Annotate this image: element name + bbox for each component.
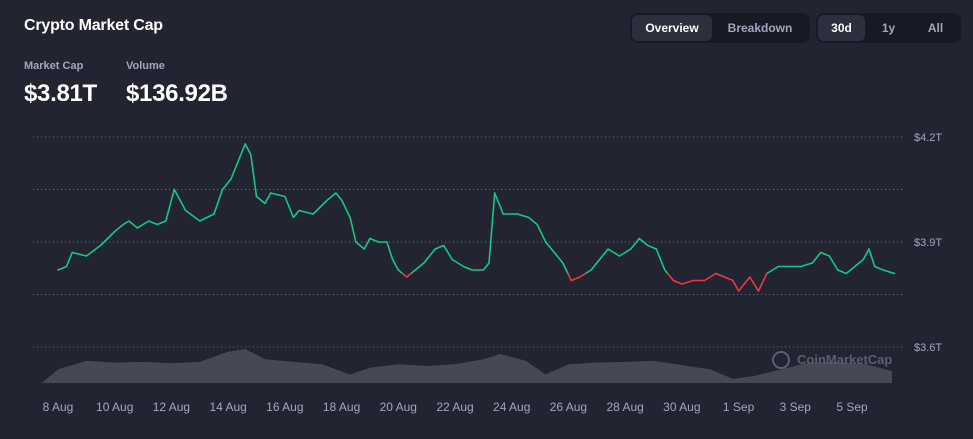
range-30d-button[interactable]: 30d — [818, 15, 865, 41]
price-line-down — [401, 272, 768, 292]
watermark-logo-icon — [772, 351, 790, 369]
x-tick-label-5: 18 Aug — [323, 400, 360, 414]
tab-overview[interactable]: Overview — [632, 15, 712, 41]
x-tick-label-10: 28 Aug — [606, 400, 643, 414]
x-tick-label-13: 3 Sep — [780, 400, 812, 414]
volume-value: $136.92B — [126, 80, 228, 107]
x-tick-label-14: 5 Sep — [836, 400, 868, 414]
range-toggle: 30d 1y All — [816, 13, 961, 43]
page-title: Crypto Market Cap — [24, 17, 163, 34]
range-1y-button[interactable]: 1y — [881, 21, 896, 35]
x-tick-label-0: 8 Aug — [43, 400, 74, 414]
market-cap-value: $3.81T — [24, 80, 97, 107]
tab-breakdown[interactable]: Breakdown — [727, 21, 793, 35]
market-cap-stat: Market Cap $3.81T — [24, 60, 97, 108]
y-tick-label-0: $4.2T — [914, 132, 942, 144]
view-toggle: Overview Breakdown — [630, 13, 810, 43]
x-tick-label-4: 16 Aug — [266, 400, 303, 414]
x-tick-label-11: 30 Aug — [663, 400, 700, 414]
watermark-text: CoinMarketCap — [797, 352, 892, 367]
volume-area — [42, 349, 892, 383]
x-tick-label-7: 22 Aug — [436, 400, 473, 414]
range-all-button[interactable]: All — [927, 21, 944, 35]
volume-stat: Volume $136.92B — [126, 60, 228, 108]
x-tick-label-12: 1 Sep — [723, 400, 755, 414]
x-tick-label-9: 26 Aug — [550, 400, 587, 414]
y-tick-label-1: $3.9T — [914, 237, 942, 249]
volume-label: Volume — [126, 60, 165, 72]
x-tick-label-8: 24 Aug — [493, 400, 530, 414]
x-tick-label-1: 10 Aug — [96, 400, 133, 414]
x-tick-label-6: 20 Aug — [380, 400, 417, 414]
market-cap-label: Market Cap — [24, 60, 84, 72]
x-tick-label-2: 12 Aug — [153, 400, 190, 414]
y-tick-label-2: $3.6T — [914, 342, 942, 354]
price-line-up — [57, 143, 896, 275]
x-tick-label-3: 14 Aug — [209, 400, 246, 414]
